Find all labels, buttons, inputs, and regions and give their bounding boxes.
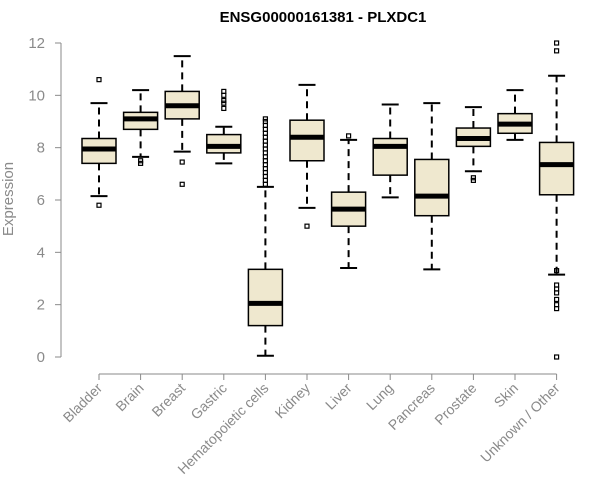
box-lung <box>372 103 408 199</box>
box-brain <box>122 89 159 166</box>
x-tick-label: Kidney <box>272 380 314 422</box>
box-iqr <box>289 119 325 162</box>
outlier-point <box>470 177 476 183</box>
box-iqr <box>538 141 575 196</box>
x-tick-label: Brain <box>112 380 146 414</box>
y-axis: 0 2 4 6 8 10 12 <box>28 35 62 366</box>
outlier-point <box>96 202 102 208</box>
outlier-point <box>96 77 102 83</box>
x-tick-label: Unknown / Other <box>477 380 563 466</box>
box-skin <box>497 89 533 141</box>
y-tick-label: 0 <box>37 349 45 366</box>
y-tick-label: 10 <box>28 87 45 104</box>
outlier-point <box>221 105 227 112</box>
box-bladder <box>81 77 117 208</box>
y-tick-label: 4 <box>37 244 45 261</box>
outlier-point <box>553 302 560 308</box>
outlier-point <box>262 118 268 125</box>
outlier-point <box>470 175 476 181</box>
x-tick-label: Lung <box>363 380 396 413</box>
outlier-point <box>221 97 227 104</box>
outlier-point <box>179 181 185 187</box>
outlier-point <box>138 158 144 164</box>
outlier-point <box>553 40 560 46</box>
outlier-point <box>553 296 560 303</box>
box-unknown-other <box>538 40 575 360</box>
x-tick-label: Liver <box>322 380 355 413</box>
outlier-point <box>138 160 144 166</box>
box-hematopoietic-cells <box>247 116 284 357</box>
outlier-point <box>262 116 268 122</box>
outlier-point <box>221 100 227 106</box>
box-prostate <box>455 106 492 183</box>
y-tick-label: 6 <box>37 192 45 209</box>
y-tick-label: 12 <box>28 35 45 52</box>
box-iqr <box>206 133 242 154</box>
chart-title: ENSG00000161381 - PLXDC1 <box>220 9 427 26</box>
box-kidney <box>289 83 325 229</box>
outlier-point <box>553 268 560 274</box>
box-iqr <box>247 268 284 327</box>
y-axis-label: Expression <box>0 162 17 236</box>
box-breast <box>164 55 200 187</box>
y-tick-label: 8 <box>37 140 45 157</box>
outlier-point <box>553 354 560 360</box>
x-tick-label: Breast <box>148 380 188 420</box>
x-tick-label: Skin <box>491 380 522 411</box>
box-iqr <box>414 158 450 217</box>
box-liver <box>330 133 367 270</box>
outlier-point <box>346 133 352 139</box>
x-tick-label: Bladder <box>60 380 106 426</box>
outlier-point <box>304 223 310 229</box>
outlier-point <box>221 88 227 95</box>
box-gastric <box>206 88 242 165</box>
outlier-point <box>179 159 185 165</box>
outlier-point <box>553 48 560 54</box>
box-pancreas <box>414 102 450 271</box>
plot-area <box>81 40 575 360</box>
y-tick-label: 2 <box>37 297 45 314</box>
outlier-point <box>553 282 560 288</box>
x-tick-label: Prostate <box>431 380 479 428</box>
